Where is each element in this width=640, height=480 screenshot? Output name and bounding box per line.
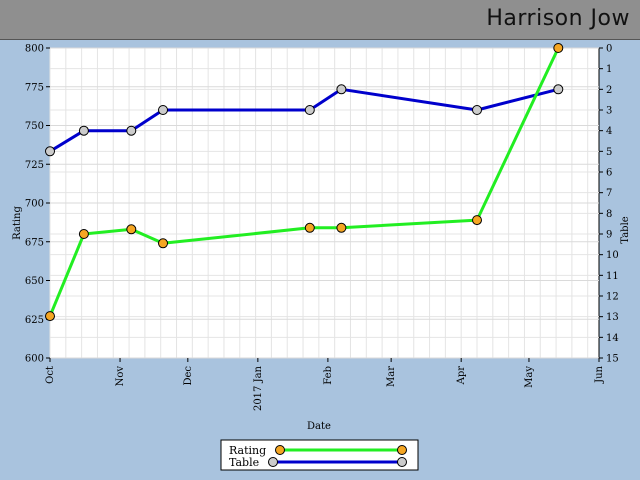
data-point-rating: [336, 222, 347, 233]
x-tick-label: Feb: [323, 366, 334, 385]
y-right-tick-label: 1: [606, 64, 612, 75]
data-point-rating: [472, 215, 482, 226]
x-tick-label: 2017 Jan: [253, 365, 264, 411]
player-name: Harrison Jow: [486, 6, 630, 31]
series-lines: [48, 47, 560, 317]
x-axis-label: Date: [307, 421, 331, 432]
data-point-rating: [158, 238, 168, 249]
legend-marker-table: [397, 457, 407, 467]
y-right-tick-label: 4: [606, 126, 612, 137]
legend-marker-table: [268, 457, 278, 467]
left-axis-label: Rating: [12, 206, 23, 240]
y-right-tick-label: 8: [606, 209, 612, 220]
x-tick-label: Oct: [45, 366, 56, 384]
y-right-tick-label: 6: [606, 168, 612, 179]
legend-label-table: Table: [229, 456, 259, 469]
legend-label-rating: Rating: [229, 444, 266, 457]
data-point-table: [45, 146, 55, 157]
data-point-table: [158, 105, 168, 115]
data-point-rating: [304, 222, 315, 233]
y-right-tick-label: 0: [606, 44, 612, 55]
x-tick-label: Nov: [115, 366, 126, 387]
y-left-tick-label: 700: [25, 199, 44, 210]
y-right-tick-label: 12: [606, 292, 619, 303]
y-right-tick-label: 7: [606, 188, 612, 199]
series-line-table: [49, 87, 559, 153]
x-tick-label: May: [524, 366, 535, 388]
data-point-rating: [553, 43, 564, 53]
y-left-tick-label: 775: [25, 82, 44, 93]
y-right-tick-label: 14: [606, 333, 619, 344]
y-left-tick-label: 800: [25, 44, 44, 55]
data-point-table: [304, 105, 315, 115]
y-left-tick-label: 650: [25, 276, 44, 287]
data-point-rating: [78, 229, 89, 239]
data-point-rating: [126, 224, 137, 235]
data-point-table: [472, 105, 482, 115]
y-right-tick-label: 5: [606, 147, 612, 158]
data-point-table: [553, 84, 564, 95]
legend-marker-rating: [397, 445, 407, 455]
x-tick-label: Apr: [456, 366, 467, 386]
data-point-rating: [45, 311, 55, 322]
y-right-tick-label: 9: [606, 230, 612, 241]
y-left-tick-label: 725: [25, 160, 44, 171]
y-right-tick-label: 11: [606, 271, 619, 282]
x-tick-label: Dec: [183, 366, 194, 386]
data-point-table: [126, 125, 137, 136]
series-line-rating: [48, 47, 560, 317]
legend-box: [220, 439, 419, 471]
x-axis-ticks: Oct Nov Dec 2017 Jan Feb Mar Apr May Jun: [45, 358, 605, 411]
y-right-tick-label: 13: [606, 312, 619, 323]
x-tick-label: Mar: [386, 366, 397, 387]
y-right-tick-label: 15: [606, 354, 619, 365]
y-left-tick-label: 625: [25, 315, 44, 326]
series-markers: [45, 43, 564, 322]
y-left-tick-label: 750: [25, 121, 44, 132]
y-right-tick-label: 3: [606, 106, 612, 117]
y-left-tick-label: 600: [25, 354, 44, 365]
data-point-table: [336, 84, 347, 95]
y-right-tick-label: 10: [606, 250, 619, 261]
title-bar: Harrison Jow: [0, 0, 640, 40]
x-tick-label: Jun: [594, 365, 605, 383]
y-left-tick-label: 675: [25, 237, 44, 248]
left-axis-ticks: 600 625 650 675 700 725 750 775 800: [25, 44, 50, 365]
data-point-table: [78, 125, 89, 136]
right-axis-label: Table: [620, 216, 631, 243]
legend-marker-rating: [275, 445, 285, 455]
legend: Rating Table: [220, 439, 419, 471]
y-right-tick-label: 2: [606, 85, 612, 96]
